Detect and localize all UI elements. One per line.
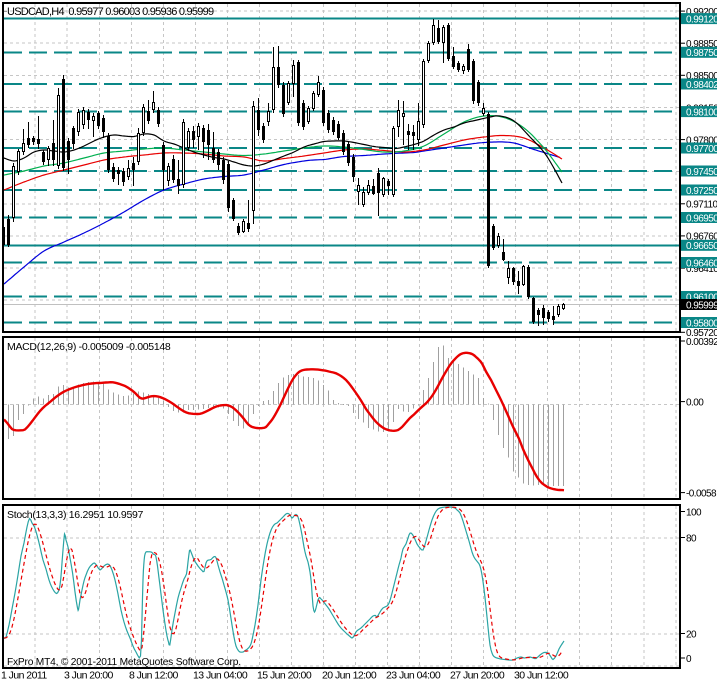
svg-text:0.97250: 0.97250 xyxy=(686,186,717,197)
svg-text:15 Jun 20:00: 15 Jun 20:00 xyxy=(257,670,312,682)
svg-text:0.98500: 0.98500 xyxy=(686,71,717,82)
svg-text:3 Jun 20:00: 3 Jun 20:00 xyxy=(64,670,114,682)
svg-text:20 Jun 12:00: 20 Jun 12:00 xyxy=(322,670,377,682)
svg-text:0.99200: 0.99200 xyxy=(686,7,717,18)
svg-text:80: 80 xyxy=(686,533,697,544)
svg-text:0.98402: 0.98402 xyxy=(686,80,717,91)
svg-text:0.97110: 0.97110 xyxy=(686,200,717,211)
svg-text:13 Jun 04:00: 13 Jun 04:00 xyxy=(193,670,248,682)
svg-text:100: 100 xyxy=(686,507,702,518)
svg-text:30 Jun 12:00: 30 Jun 12:00 xyxy=(514,670,569,682)
svg-text:0.96650: 0.96650 xyxy=(686,241,717,252)
svg-text:0.00: 0.00 xyxy=(686,397,704,408)
svg-text:0.96460: 0.96460 xyxy=(686,258,717,269)
svg-text:0.97800: 0.97800 xyxy=(686,135,717,146)
svg-text:0.98750: 0.98750 xyxy=(686,48,717,59)
svg-text:0.95999: 0.95999 xyxy=(686,300,717,311)
svg-text:0.98850: 0.98850 xyxy=(686,39,717,50)
svg-text:Stoch(13,3,3) 16.2951 10.9597: Stoch(13,3,3) 16.2951 10.9597 xyxy=(7,509,144,521)
svg-text:8 Jun 12:00: 8 Jun 12:00 xyxy=(129,670,179,682)
svg-text:0.96760: 0.96760 xyxy=(686,232,717,243)
svg-text:0.98100: 0.98100 xyxy=(686,107,717,118)
svg-text:1 Jun 2011: 1 Jun 2011 xyxy=(1,670,47,682)
svg-text:23 Jun 04:00: 23 Jun 04:00 xyxy=(386,670,441,682)
svg-text:0.95720: 0.95720 xyxy=(686,328,717,339)
svg-text:0.97450: 0.97450 xyxy=(686,167,717,178)
svg-text:0: 0 xyxy=(686,654,692,665)
svg-text:USDCAD,H4 0.95977 0.96003 0.9: USDCAD,H4 0.95977 0.96003 0.95936 0.9599… xyxy=(7,6,214,18)
svg-text:0.99120: 0.99120 xyxy=(686,14,717,25)
svg-text:0.95800: 0.95800 xyxy=(686,318,717,329)
svg-text:0.96950: 0.96950 xyxy=(686,213,717,224)
svg-text:-0.0058: -0.0058 xyxy=(686,488,717,499)
svg-text:0.96100: 0.96100 xyxy=(686,292,717,303)
svg-text:0.003925: 0.003925 xyxy=(686,337,717,348)
svg-text:27 Jun 20:00: 27 Jun 20:00 xyxy=(450,670,505,682)
svg-text:MACD(12,26,9) -0.005009 -0.005: MACD(12,26,9) -0.005009 -0.005148 xyxy=(7,341,171,353)
svg-text:0.97700: 0.97700 xyxy=(686,144,717,155)
svg-text:0.96410: 0.96410 xyxy=(686,264,717,275)
svg-text:20: 20 xyxy=(686,629,697,640)
svg-text:FxPro MT4, © 2001-2011 MetaQuo: FxPro MT4, © 2001-2011 MetaQuotes Softwa… xyxy=(7,657,241,668)
